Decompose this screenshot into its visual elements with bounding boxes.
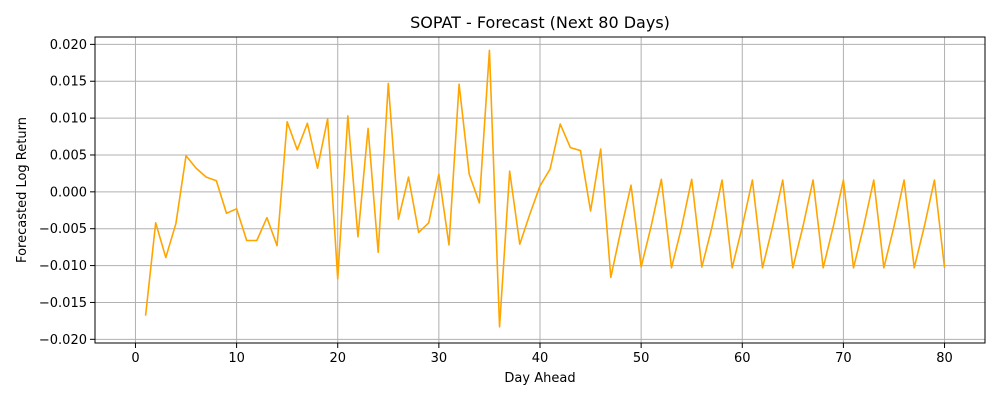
x-tick-label: 80 [936, 351, 953, 366]
series-layer [144, 49, 946, 328]
y-tick-label: 0.010 [50, 112, 87, 127]
x-tick-label: 20 [329, 351, 346, 366]
series-line [144, 49, 946, 328]
x-tick-label: 10 [228, 351, 245, 366]
y-axis-label: Forecasted Log Return [15, 117, 30, 263]
x-tick-label: 50 [633, 351, 650, 366]
y-tick-label: 0.020 [50, 38, 87, 53]
y-tick-label: 0.000 [50, 185, 87, 200]
x-tick-label: 60 [734, 351, 751, 366]
x-tick-label: 70 [835, 351, 852, 366]
x-tick-label: 0 [131, 351, 139, 366]
y-tick-label: −0.010 [39, 259, 87, 274]
y-tick-label: 0.005 [50, 148, 87, 163]
axis-ticks: 0 10 20 30 40 50 60 70 80 −0.020 −0.015 −0.010 −0.00… [39, 38, 953, 366]
x-tick-label: 30 [431, 351, 448, 366]
y-tick-label: 0.015 [50, 75, 87, 90]
chart-title: SOPAT - Forecast (Next 80 Days) [410, 13, 670, 32]
y-tick-label: −0.020 [39, 333, 87, 348]
grid [95, 37, 985, 343]
x-tick-label: 40 [532, 351, 549, 366]
x-axis-label: Day Ahead [504, 371, 575, 386]
y-tick-label: −0.005 [39, 222, 87, 237]
y-tick-label: −0.015 [39, 296, 87, 311]
